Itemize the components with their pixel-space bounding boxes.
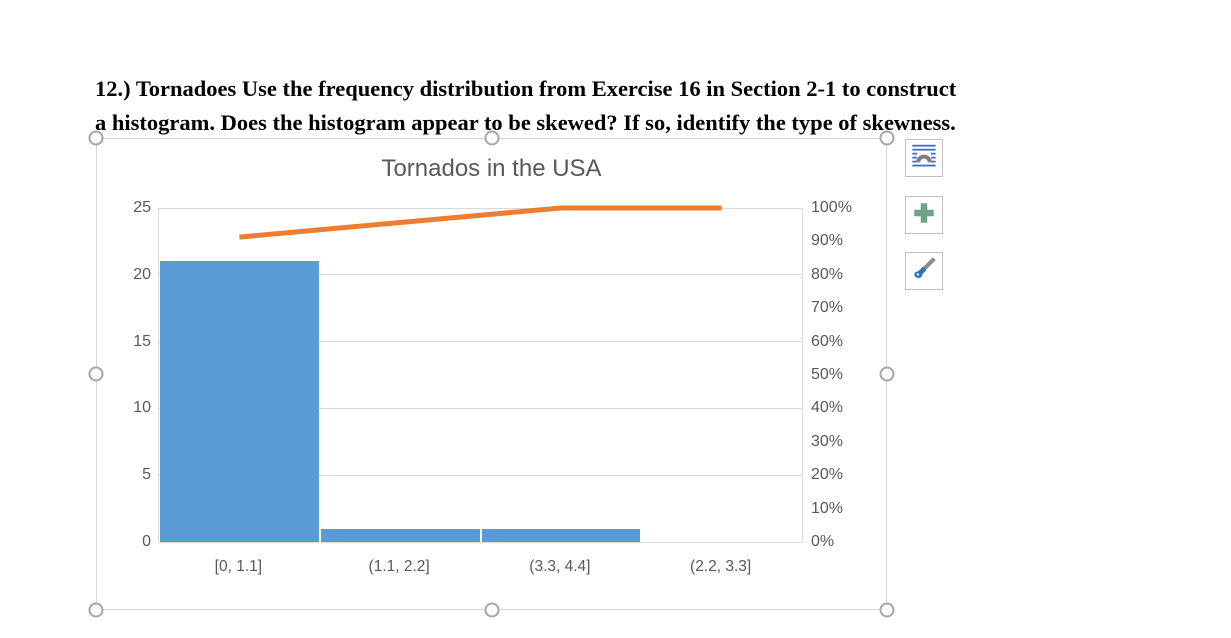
chart-object[interactable]: Tornados in the USA 25 20 15 10 5 0 100% 90% 80… [96, 138, 887, 610]
left-axis-tick: 0 [142, 533, 151, 550]
right-axis-tick: 0% [811, 533, 835, 550]
left-axis-tick: 10 [133, 399, 151, 417]
selection-handle-top-middle[interactable] [484, 130, 500, 146]
left-axis-tick: 15 [133, 332, 151, 350]
selection-handle-bottom-left[interactable] [88, 602, 104, 618]
layout-options-icon [910, 142, 938, 175]
x-axis-category-label: (3.3, 4.4] [529, 558, 591, 575]
right-axis-tick: 10% [811, 499, 844, 517]
right-axis-tick: 30% [811, 432, 844, 450]
chart-title[interactable]: Tornados in the USA [381, 155, 602, 182]
x-axis-category-label: (1.1, 2.2] [368, 558, 430, 575]
histogram-bar[interactable] [481, 528, 641, 542]
right-axis-tick: 50% [811, 366, 844, 383]
gridline [159, 207, 802, 209]
selection-handle-top-right[interactable] [879, 130, 895, 146]
right-axis-tick: 40% [811, 399, 844, 417]
gridline [159, 341, 802, 343]
chart-styles-button[interactable] [905, 252, 943, 290]
cumulative-line[interactable] [159, 205, 802, 542]
gridline [159, 407, 802, 409]
selection-handle-right-middle[interactable] [879, 366, 895, 382]
right-axis-tick: 80% [811, 265, 844, 283]
selection-handle-bottom-middle[interactable] [484, 602, 500, 618]
selection-handle-top-left[interactable] [88, 130, 104, 146]
selection-handle-bottom-right[interactable] [879, 602, 895, 618]
left-axis-tick: 5 [142, 466, 151, 484]
layout-options-button[interactable] [905, 139, 943, 177]
x-axis-category-label: [0, 1.1] [214, 558, 263, 575]
question-line-2: a histogram. Does the histogram appear t… [95, 110, 956, 135]
x-axis-line [159, 541, 802, 543]
chart-styles-brush-icon [911, 256, 937, 287]
right-axis-tick: 20% [811, 466, 844, 484]
question-line-1: 12.) Tornadoes Use the frequency distrib… [95, 76, 957, 101]
question-text: 12.) Tornadoes Use the frequency distrib… [95, 72, 1195, 140]
chart-elements-plus-icon [911, 200, 937, 231]
histogram-bar[interactable] [320, 528, 480, 542]
selection-handle-left-middle[interactable] [88, 366, 104, 382]
left-axis-tick: 20 [133, 265, 151, 283]
right-axis-tick: 60% [811, 332, 844, 350]
right-axis-tick: 90% [811, 232, 844, 250]
left-axis-tick: 25 [133, 199, 151, 216]
x-axis-category-label: (2.2, 3.3] [690, 558, 752, 575]
plot-area[interactable] [158, 205, 803, 543]
gridline [159, 474, 802, 476]
histogram-bar[interactable] [160, 261, 319, 542]
right-axis-tick: 70% [811, 299, 844, 317]
chart-elements-button[interactable] [905, 196, 943, 234]
gridline [159, 274, 802, 276]
right-axis-tick: 100% [811, 199, 852, 216]
